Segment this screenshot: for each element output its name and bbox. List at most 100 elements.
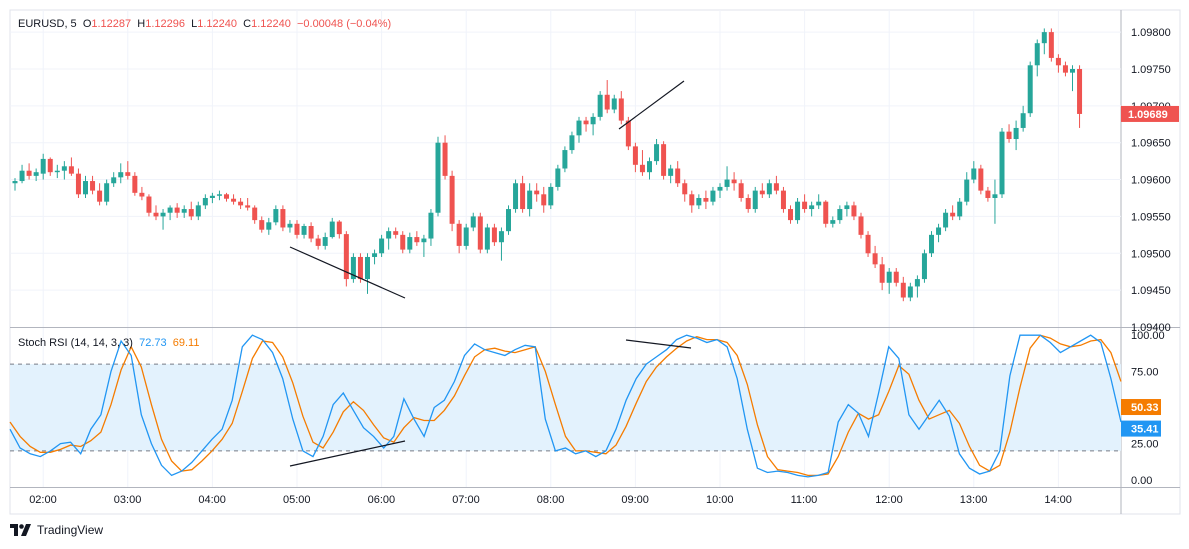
candle-body [752,190,758,210]
candle-body [470,216,476,228]
candle-body [907,286,913,298]
candle [851,201,857,221]
candle [153,205,159,221]
candle-body [618,98,624,121]
candle [1077,65,1083,128]
candle [513,179,519,213]
candle-body [195,205,201,217]
candle-body [407,237,413,250]
candle-body [520,183,526,210]
time-tick-label: 03:00 [114,494,142,506]
indicator-k-value: 72.73 [139,337,167,349]
time-tick-label: 05:00 [283,494,311,506]
candle [703,190,709,210]
candle-body [456,223,462,246]
candle-body [174,207,180,213]
candle [907,282,913,302]
candle [40,153,46,180]
candle [604,80,610,114]
candle [97,183,103,206]
candle [583,116,589,132]
candle-body [336,221,342,235]
candle-body [611,98,617,110]
candle-body [40,158,46,174]
candle [1041,28,1047,55]
candle [661,141,667,180]
candle-body [442,142,448,176]
candle-body [54,170,60,173]
candle-body [738,183,744,198]
candle [160,209,166,230]
time-tick-label: 02:00 [29,494,57,506]
candle-body [181,209,187,213]
candle-body [343,234,349,280]
indicator-legend[interactable]: Stoch RSI (14, 14, 3, 3) 72.73 69.11 [18,337,199,349]
tradingview-icon [10,524,31,536]
candle-body [1062,65,1068,73]
candle-body [773,183,779,191]
candle [1006,124,1012,143]
candle-body [654,144,660,162]
candle-body [625,120,631,147]
stoch-d-line [9,334,1122,477]
candle-body [104,183,110,202]
candle [689,190,695,213]
candle-body [506,209,511,232]
candle-body [111,177,117,184]
high-value: 1.12296 [145,18,185,30]
candle-body [534,190,540,195]
tradingview-logo[interactable]: TradingView [10,523,103,537]
candle [365,253,370,294]
stoch-k-tag [1121,420,1161,437]
candle-body [936,227,942,235]
candle-body [252,207,258,221]
candle-body [491,227,497,243]
candle [823,200,829,228]
candle [795,197,801,224]
time-tick-label: 04:00 [198,494,226,506]
candle [139,186,145,201]
time-tick-label: 06:00 [368,494,396,506]
candle-body [294,223,300,235]
candle-body [851,205,857,217]
candle-body [428,212,434,239]
candle-body [484,227,490,250]
candle-body [717,186,723,191]
candle-body [731,179,737,184]
candle [999,127,1005,198]
candle-body [513,183,519,210]
trendline-up [618,80,685,130]
candle [287,220,293,233]
candle [463,223,469,250]
candle [350,253,356,283]
candle [675,161,681,187]
trendline-down [289,246,406,299]
candle-body [322,237,328,246]
open-label: O [82,18,92,30]
price-tick-label: 1.09550 [1131,211,1171,223]
candle [132,172,138,196]
candle-body [329,221,335,238]
low-value: 1.12240 [197,18,237,30]
candle-body [555,168,561,187]
ohlc-legend: EURUSD, 5 O1.12287 H1.12296 L1.12240 C1.… [18,18,391,30]
candle-body [858,216,864,235]
candle-body [632,146,638,165]
candle-body [802,201,808,210]
candle [527,183,533,217]
candle-body [929,234,934,254]
candle [759,183,765,198]
candle [146,194,152,217]
candle-body [449,175,455,224]
candle-body [668,168,674,176]
candle [498,227,504,261]
candle [971,161,977,184]
candle-body [26,170,32,176]
candle [816,194,822,210]
brand-label: TradingView [37,523,104,537]
symbol-label[interactable]: EURUSD, 5 [18,18,77,30]
candle-body [943,212,949,228]
candle [329,217,335,239]
candle [745,194,751,213]
